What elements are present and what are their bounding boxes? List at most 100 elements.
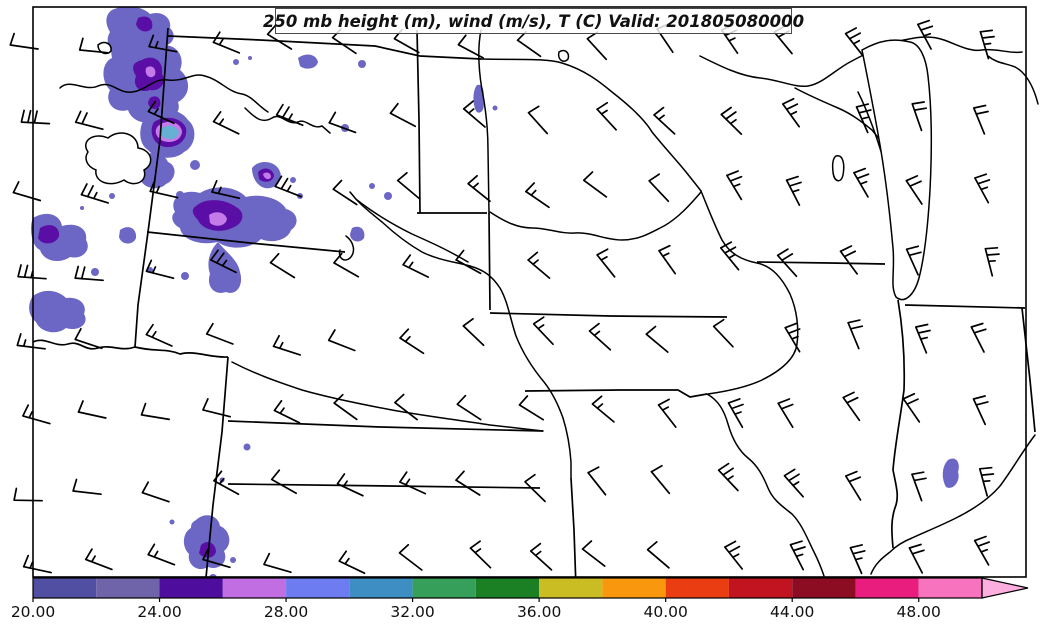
lake-sakakawea <box>244 107 331 134</box>
ohio-river <box>870 434 1036 575</box>
shaded-dot-slate <box>369 183 375 189</box>
wind-barb <box>275 103 304 127</box>
shaded-dot-slate <box>358 60 366 68</box>
colorbar-tick-label: 40.00 <box>643 603 687 621</box>
wind-barb <box>398 471 427 495</box>
wind-barb <box>781 97 801 128</box>
missouri-river-montana <box>59 74 269 113</box>
wind-barb <box>402 254 430 278</box>
colorbar-outline <box>32 577 983 599</box>
wind-barb <box>74 327 103 350</box>
wind-barb <box>12 181 42 202</box>
plot-title-text: 250 mb height (m), wind (m/s), T (C) Val… <box>262 11 805 31</box>
wind-barb <box>586 31 608 61</box>
wind-barb <box>17 264 47 280</box>
wind-barb <box>16 333 46 350</box>
wind-barb <box>327 329 356 352</box>
colorbar-segment <box>33 578 97 598</box>
colorbar: 20.00 24.00 28.00 32.00 36.00 40.00 44.00 48.00 <box>11 577 1029 621</box>
colorbar-tick-label: 48.00 <box>897 603 941 621</box>
oxbow-lake <box>85 132 152 185</box>
wind-barb <box>455 470 481 496</box>
colorbar-tick-label: 32.00 <box>390 603 434 621</box>
wind-barb <box>582 171 608 198</box>
wind-barb <box>141 481 170 503</box>
nebraska-south-border-upper <box>227 420 544 432</box>
wind-barb <box>527 251 551 279</box>
shaded-region-slate <box>942 458 959 488</box>
shaded-dot-slate <box>109 193 115 199</box>
wind-barb <box>77 400 107 419</box>
shaded-dot-slate <box>48 305 52 309</box>
wind-barb <box>516 30 542 58</box>
wind-barb <box>396 171 421 200</box>
colorbar-segment <box>539 578 603 598</box>
wind-barb <box>467 174 491 203</box>
wind-barb <box>147 100 175 125</box>
mississippi-river-upper <box>700 190 799 395</box>
colorbar-segment <box>286 578 350 598</box>
wind-barb <box>776 248 798 278</box>
shaded-region-slate <box>298 54 318 69</box>
colorbar-segment <box>792 578 856 598</box>
lake-winnebago <box>831 155 845 182</box>
kansas-missouri-border <box>570 477 577 589</box>
geography-layer <box>32 27 1039 589</box>
wind-barb <box>646 541 670 569</box>
wind-barb <box>581 540 606 567</box>
wind-barb <box>263 552 292 574</box>
wind-barb <box>529 542 553 571</box>
wind-barb <box>905 245 922 276</box>
wind-barb <box>842 391 861 422</box>
shaded-dot-slate <box>230 557 236 563</box>
wind-barb <box>211 179 241 200</box>
lake-superior-shore <box>699 36 1023 88</box>
southdakota-nebraska-border <box>32 339 229 358</box>
colorbar-segment <box>918 578 982 598</box>
wind-barb <box>274 175 303 198</box>
wind-barb <box>74 265 104 282</box>
temperature-shading-layer <box>29 6 959 582</box>
montana-east-border <box>416 29 421 214</box>
wind-barb <box>72 478 102 496</box>
colorbar-segment <box>349 578 413 598</box>
minnesota-southdakota-border <box>488 212 491 311</box>
missouri-river-dakotas <box>349 191 572 479</box>
shaded-region-orchid <box>209 212 227 226</box>
lake-michigan <box>861 39 933 301</box>
small-lake-montana <box>97 41 112 55</box>
shaded-region-slate <box>29 290 86 333</box>
wind-barb <box>974 173 991 204</box>
wind-barb <box>970 322 987 353</box>
wind-barb <box>333 252 360 278</box>
wind-barb <box>726 170 743 201</box>
wind-barb <box>145 259 175 280</box>
wind-barb <box>213 470 240 496</box>
shaded-dot-slate <box>492 105 498 111</box>
colorbar-tick-label: 44.00 <box>770 603 814 621</box>
map-frame <box>32 6 1027 578</box>
wind-barb <box>789 540 806 571</box>
shaded-region-slate <box>183 515 230 570</box>
wind-barb <box>22 404 51 425</box>
illinois-indiana-border <box>891 299 906 549</box>
wind-barb <box>717 462 739 492</box>
wind-barb <box>202 398 232 418</box>
wind-barb <box>9 32 39 50</box>
shaded-dot-slate <box>384 192 392 200</box>
upper-peninsula-south-shore <box>794 87 881 141</box>
wind-barb <box>972 395 989 426</box>
lake-oahe <box>338 235 355 261</box>
wind-barb <box>78 37 109 54</box>
shaded-dot-slate <box>91 268 99 276</box>
wind-barb <box>524 182 550 209</box>
shaded-region-violet <box>136 16 153 32</box>
wind-barb <box>22 554 52 574</box>
wind-barb <box>648 173 670 203</box>
colorbar-segment <box>602 578 666 598</box>
montana-wyoming-border <box>146 231 346 253</box>
wind-barb-layer <box>9 19 1000 575</box>
wind-barb <box>269 252 296 279</box>
